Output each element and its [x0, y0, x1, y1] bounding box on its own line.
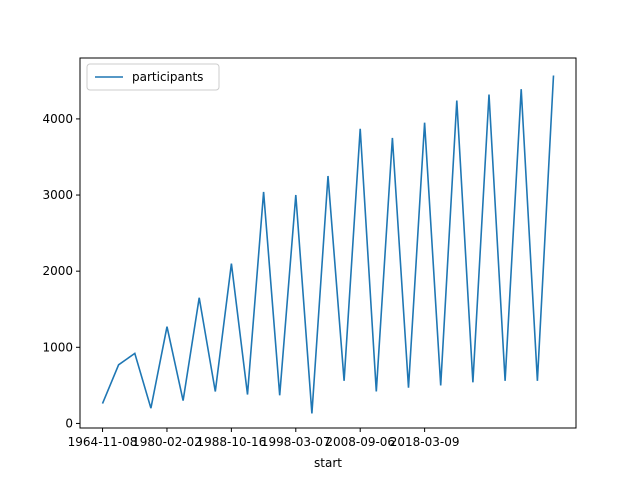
legend-box	[86, 63, 220, 91]
x-tick-label: 1964-11-08	[68, 435, 138, 449]
y-tick-label: 2000	[42, 264, 73, 278]
series-line-participants	[101, 75, 555, 414]
x-axis-ticks: 1964-11-081980-02-021988-10-161998-03-07…	[68, 428, 460, 449]
y-tick-label: 4000	[42, 112, 73, 126]
plot-frame	[79, 57, 577, 429]
x-tick-label: 1998-03-07	[261, 435, 331, 449]
x-tick-label: 2008-09-06	[325, 435, 395, 449]
y-tick-label: 1000	[42, 340, 73, 354]
y-tick-label: 0	[65, 416, 73, 430]
legend: participants	[86, 63, 220, 91]
x-tick-label: 1988-10-16	[197, 435, 267, 449]
legend-label: participants	[132, 70, 203, 84]
x-axis-label: start	[314, 456, 342, 470]
axes-frame	[79, 57, 577, 429]
x-tick-label: 1980-02-02	[132, 435, 202, 449]
y-axis-ticks: 0 1000 2000 3000 4000	[42, 112, 80, 430]
y-tick-label: 3000	[42, 188, 73, 202]
series-layer	[101, 75, 555, 414]
x-tick-label: 2018-03-09	[390, 435, 460, 449]
